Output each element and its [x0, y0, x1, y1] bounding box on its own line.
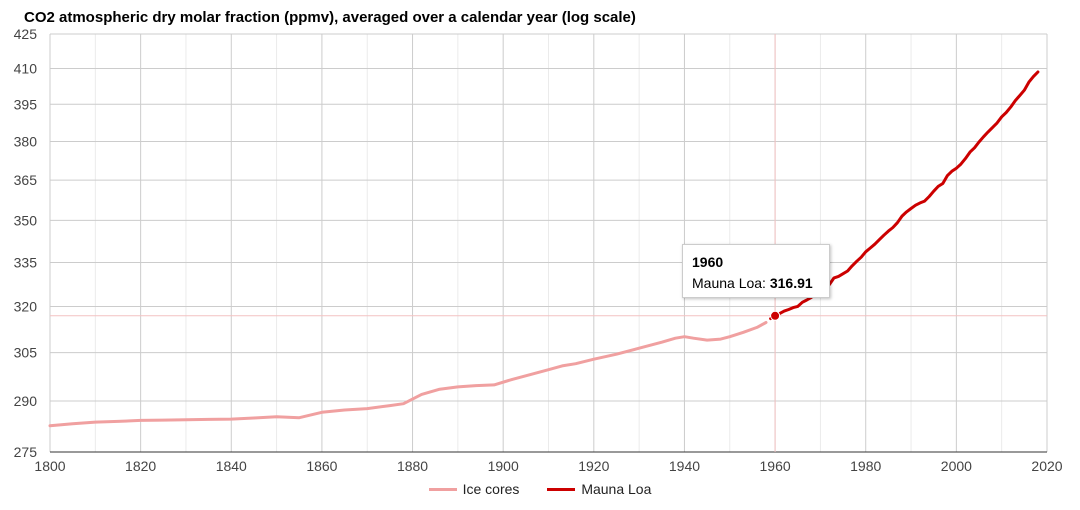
x-tick-label: 1880 [397, 458, 428, 474]
x-tick-label: 1900 [488, 458, 519, 474]
legend-swatch-ice-cores [428, 487, 457, 491]
chart-legend: Ice cores Mauna Loa [0, 481, 1080, 497]
tooltip-year: 1960 [692, 254, 724, 270]
legend-item-mauna-loa[interactable]: Mauna Loa [547, 481, 651, 497]
y-tick-label: 290 [14, 393, 38, 409]
y-tick-label: 395 [14, 96, 38, 112]
tooltip-value: 316.91 [769, 275, 813, 291]
y-tick-label: 305 [14, 345, 38, 361]
x-tick-label: 1960 [760, 458, 791, 474]
y-tick-label: 365 [14, 172, 38, 188]
y-tick-label: 335 [14, 254, 38, 270]
x-tick-label: 1980 [850, 458, 881, 474]
x-tick-label: 1920 [578, 458, 609, 474]
y-tick-label: 425 [14, 26, 38, 42]
x-tick-label: 1820 [125, 458, 156, 474]
y-tick-label: 350 [14, 212, 38, 228]
x-tick-label: 2020 [1031, 458, 1062, 474]
legend-label-mauna-loa: Mauna Loa [581, 481, 652, 497]
y-tick-label: 410 [14, 61, 38, 77]
series-line-ice-cores [48, 321, 768, 428]
y-tick-label: 320 [14, 298, 38, 314]
x-tick-label: 1800 [34, 458, 65, 474]
chart-tooltip: 1960 Mauna Loa: 316.91 [682, 244, 830, 298]
x-tick-label: 2000 [941, 458, 972, 474]
y-tick-label: 275 [14, 444, 38, 460]
y-tick-label: 380 [14, 133, 38, 149]
tooltip-series-label: Mauna Loa: [692, 275, 770, 291]
x-tick-label: 1840 [216, 458, 247, 474]
legend-item-ice-cores[interactable]: Ice cores [428, 481, 520, 497]
highlight-point-marker [770, 310, 781, 321]
x-tick-label: 1940 [669, 458, 700, 474]
legend-swatch-mauna-loa [547, 487, 576, 491]
tooltip-value-line: Mauna Loa: 316.91 [692, 275, 829, 291]
legend-label-ice-cores: Ice cores [462, 481, 520, 497]
chart-title: CO2 atmospheric dry molar fraction (ppmv… [24, 9, 636, 26]
x-tick-label: 1860 [306, 458, 337, 474]
